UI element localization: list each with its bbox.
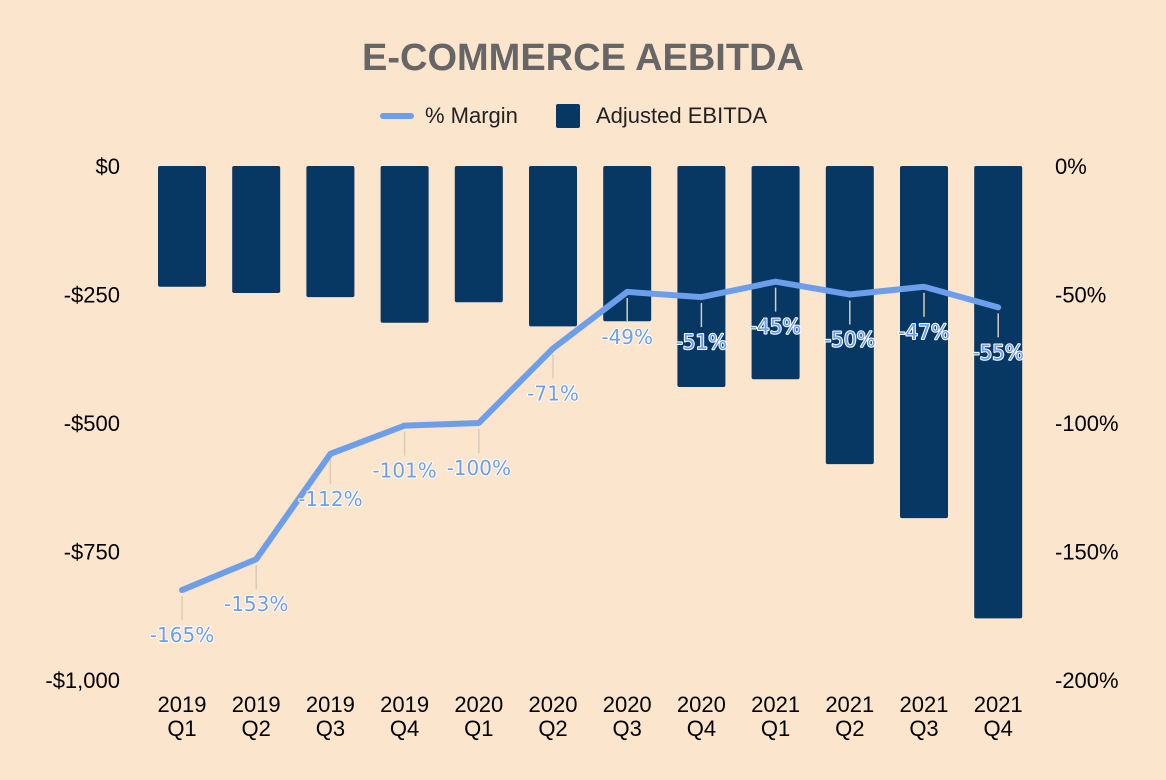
x-tick-label: 2021 Q1 — [751, 692, 800, 741]
bar — [751, 166, 800, 380]
y-right-tick-label: -200% — [1055, 668, 1119, 693]
margin-data-label: -71% — [527, 381, 579, 405]
margin-data-label: -50% — [824, 328, 876, 352]
x-tick-label: 2021 Q2 — [825, 692, 874, 741]
y-right-tick-label: 0% — [1055, 154, 1087, 179]
margin-data-label: -47% — [898, 320, 950, 344]
y-axis-left: $0 -$250 -$500 -$750 -$1,000 — [45, 154, 120, 693]
x-tick-label: 2020 Q4 — [677, 692, 726, 741]
x-tick-label: 2019 Q4 — [380, 692, 429, 741]
bar — [158, 166, 206, 287]
margin-data-labels: -165% -153% -112% -101% -100% -71% -49% -51% -45… — [149, 314, 1025, 648]
y-left-tick-label: -$250 — [64, 283, 120, 308]
legend-ebitda-label: Adjusted EBITDA — [596, 103, 768, 128]
bar — [677, 166, 726, 388]
chart-title: E-COMMERCE AEBITDA — [362, 37, 804, 79]
x-tick-label: 2019 Q2 — [232, 692, 281, 741]
bar — [900, 166, 948, 519]
y-left-tick-label: -$750 — [64, 540, 120, 565]
y-right-tick-label: -150% — [1055, 540, 1119, 565]
bar-series-adjusted-ebitda — [158, 166, 1023, 619]
bar — [232, 166, 281, 293]
bar — [380, 166, 429, 323]
x-tick-label: 2020 Q3 — [603, 692, 652, 741]
margin-data-label: -49% — [601, 325, 653, 349]
y-left-tick-label: -$1,000 — [45, 668, 120, 693]
x-tick-label: 2021 Q3 — [900, 692, 949, 741]
legend-margin-label: % Margin — [425, 103, 518, 128]
y-left-tick-label: -$500 — [64, 411, 120, 436]
x-axis: 2019 Q1 2019 Q2 2019 Q3 2019 Q4 2020 Q1 2020 Q2 2020… — [158, 692, 1023, 741]
margin-data-label: -165% — [150, 623, 214, 647]
bar — [974, 166, 1023, 619]
margin-data-label: -51% — [676, 330, 728, 354]
y-axis-right: 0% -50% -100% -150% -200% — [1055, 154, 1119, 693]
x-tick-label: 2020 Q2 — [529, 692, 578, 741]
margin-data-label: -112% — [298, 487, 362, 511]
line-series-margin — [179, 278, 1002, 594]
bar — [603, 166, 652, 322]
y-left-tick-label: $0 — [96, 154, 120, 179]
x-tick-label: 2020 Q1 — [454, 692, 503, 741]
bar — [306, 166, 355, 298]
margin-data-label: -55% — [972, 340, 1024, 364]
margin-data-label: -101% — [372, 459, 436, 483]
legend: % Margin Adjusted EBITDA — [380, 103, 768, 128]
margin-data-label: -45% — [750, 315, 802, 339]
margin-data-label: -100% — [447, 456, 511, 480]
label-leaders — [181, 287, 999, 621]
y-right-tick-label: -100% — [1055, 411, 1119, 436]
y-right-tick-label: -50% — [1055, 283, 1106, 308]
x-tick-label: 2021 Q4 — [974, 692, 1023, 741]
bar — [529, 166, 577, 327]
legend-ebitda-swatch — [556, 104, 580, 128]
x-tick-label: 2019 Q3 — [306, 692, 355, 741]
margin-data-label: -153% — [224, 592, 288, 616]
bar — [454, 166, 503, 303]
margin-line — [179, 278, 1002, 594]
x-tick-label: 2019 Q1 — [158, 692, 207, 741]
